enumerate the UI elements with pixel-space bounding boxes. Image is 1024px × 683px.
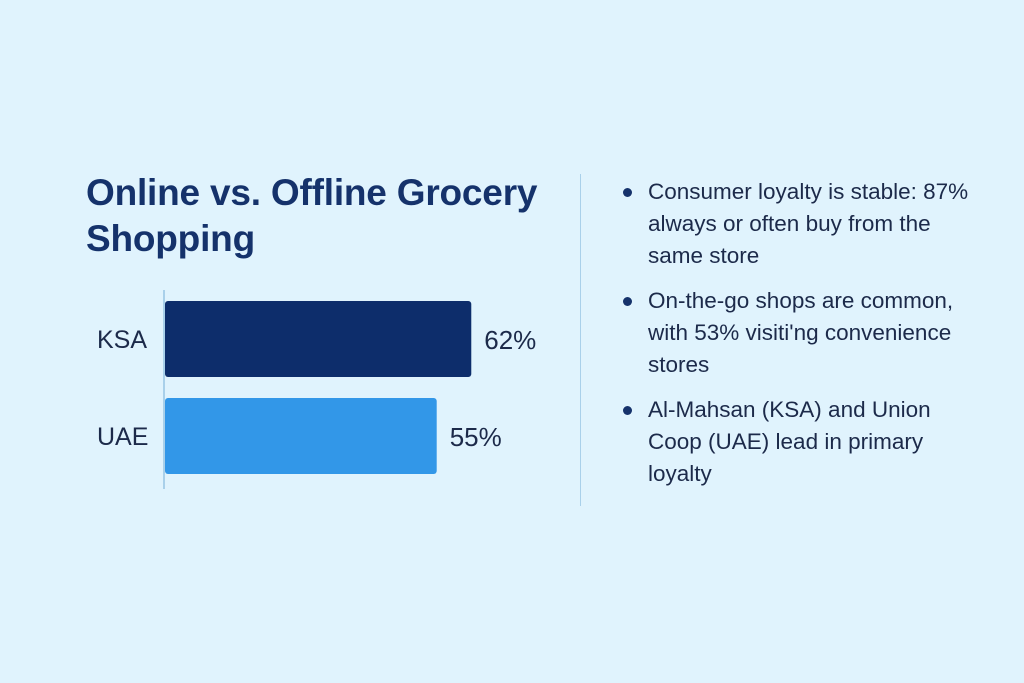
bullet-dot-icon	[623, 297, 632, 306]
value-label-uae: 55%	[450, 422, 502, 452]
bullet-item: Al-Mahsan (KSA) and Union Coop (UAE) lea…	[620, 394, 980, 490]
bar-ksa	[165, 301, 472, 377]
bullet-item: On-the-go shops are common, with 53% vis…	[620, 285, 980, 381]
bullet-dot-icon	[623, 406, 632, 415]
bullet-text: On-the-go shops are common, with 53% vis…	[648, 288, 954, 377]
bullet-text: Consumer loyalty is stable: 87% always o…	[648, 179, 969, 268]
category-label-ksa: KSA	[97, 326, 147, 354]
chart-title: Online vs. Offline Grocery Shopping	[86, 172, 538, 259]
bullet-dot-icon	[623, 188, 632, 197]
bullet-list: Consumer loyalty is stable: 87% always o…	[620, 176, 980, 503]
bar-uae	[165, 398, 437, 474]
column-divider	[580, 174, 581, 506]
bullet-item: Consumer loyalty is stable: 87% always o…	[620, 176, 980, 272]
bullet-text: Al-Mahsan (KSA) and Union Coop (UAE) lea…	[648, 397, 931, 486]
category-label-uae: UAE	[97, 423, 148, 451]
value-label-ksa: 62%	[484, 325, 536, 355]
